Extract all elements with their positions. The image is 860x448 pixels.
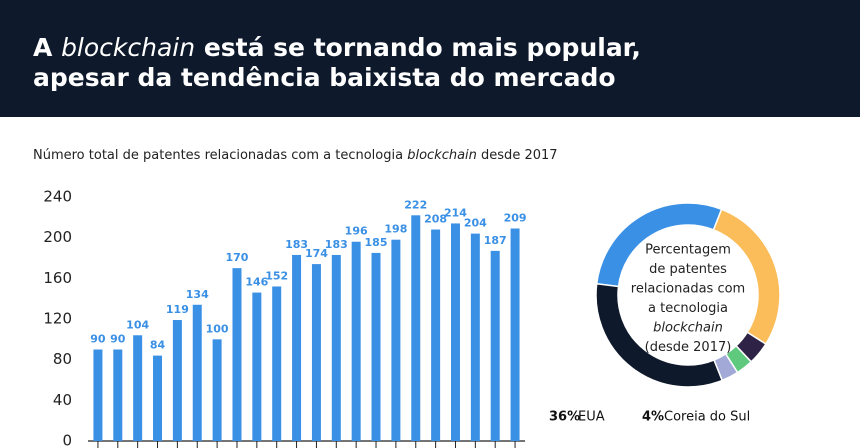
donut-center-text: Percentagem: [645, 243, 731, 258]
y-tick-label: 0: [62, 432, 72, 448]
text-part: blockchain: [407, 148, 477, 163]
donut-center-text: a tecnologia: [648, 301, 728, 316]
y-tick-label: 80: [53, 350, 72, 368]
bar: [391, 239, 401, 441]
bar: [431, 229, 441, 441]
bar: [470, 233, 480, 441]
donut-center-text: relacionadas com: [631, 282, 745, 297]
bar: [510, 228, 520, 441]
y-tick-label: 240: [43, 188, 72, 206]
bar: [232, 268, 242, 441]
data-label: 152: [265, 269, 288, 282]
data-label: 196: [345, 225, 368, 238]
data-label: 170: [225, 251, 248, 264]
data-label: 183: [285, 238, 308, 251]
bar: [331, 254, 341, 441]
donut-center-text: de patentes: [649, 262, 727, 277]
bar: [490, 250, 500, 441]
bar: [192, 304, 202, 441]
title-line: apesar da tendência baixista do mercado: [33, 63, 616, 92]
bar: [113, 349, 123, 441]
bar: [153, 355, 163, 441]
data-label: 90: [110, 333, 126, 346]
y-tick-label: 200: [43, 228, 72, 246]
data-label: 183: [325, 238, 348, 251]
title-part: está se tornando mais popular,: [195, 33, 641, 62]
header: A blockchain está se tornando mais popul…: [0, 0, 860, 117]
legend-percent: 4%: [642, 410, 664, 425]
data-label: 209: [504, 212, 527, 225]
bar: [351, 241, 361, 441]
legend-name: EUA: [578, 410, 605, 425]
y-tick-label: 160: [43, 269, 72, 287]
y-tick-label: 40: [53, 391, 72, 409]
bar: [311, 264, 321, 441]
text-part: desde 2017: [477, 148, 558, 163]
data-label: 185: [365, 236, 388, 249]
bar: [272, 286, 282, 441]
bar: [133, 335, 143, 441]
bar: [371, 252, 381, 441]
data-label: 100: [206, 322, 229, 335]
data-label: 208: [424, 213, 447, 226]
bar: [450, 223, 460, 441]
title-part: blockchain: [61, 33, 196, 62]
bar: [252, 292, 262, 441]
donut-center-text: (desde 2017): [645, 340, 732, 355]
data-label: 204: [464, 217, 487, 230]
data-label: 222: [404, 198, 427, 211]
data-label: 84: [150, 339, 166, 352]
data-label: 90: [90, 333, 106, 346]
bar: [292, 254, 302, 441]
data-label: 187: [484, 234, 507, 247]
bar: [172, 320, 182, 441]
data-label: 119: [166, 303, 189, 316]
data-label: 174: [305, 247, 328, 260]
text-part: Número total de patentes relacionadas co…: [33, 148, 407, 163]
bar: [93, 349, 103, 441]
text: Número total de patentes relacionadas co…: [33, 148, 558, 163]
donut-segment: [595, 282, 724, 388]
legend-percent: 36%: [549, 410, 580, 425]
data-label: 134: [186, 288, 209, 301]
bar: [411, 215, 421, 441]
data-label: 104: [126, 318, 149, 331]
legend-name: Coreia do Sul: [664, 410, 750, 425]
title-part: A: [33, 33, 62, 62]
y-tick-label: 120: [43, 310, 72, 328]
title-line: A blockchain está se tornando mais popul…: [33, 33, 641, 62]
data-label: 146: [245, 276, 268, 289]
data-label: 214: [444, 206, 467, 219]
bar: [212, 339, 222, 441]
data-label: 198: [384, 223, 407, 236]
donut-center-text: blockchain: [653, 321, 723, 336]
